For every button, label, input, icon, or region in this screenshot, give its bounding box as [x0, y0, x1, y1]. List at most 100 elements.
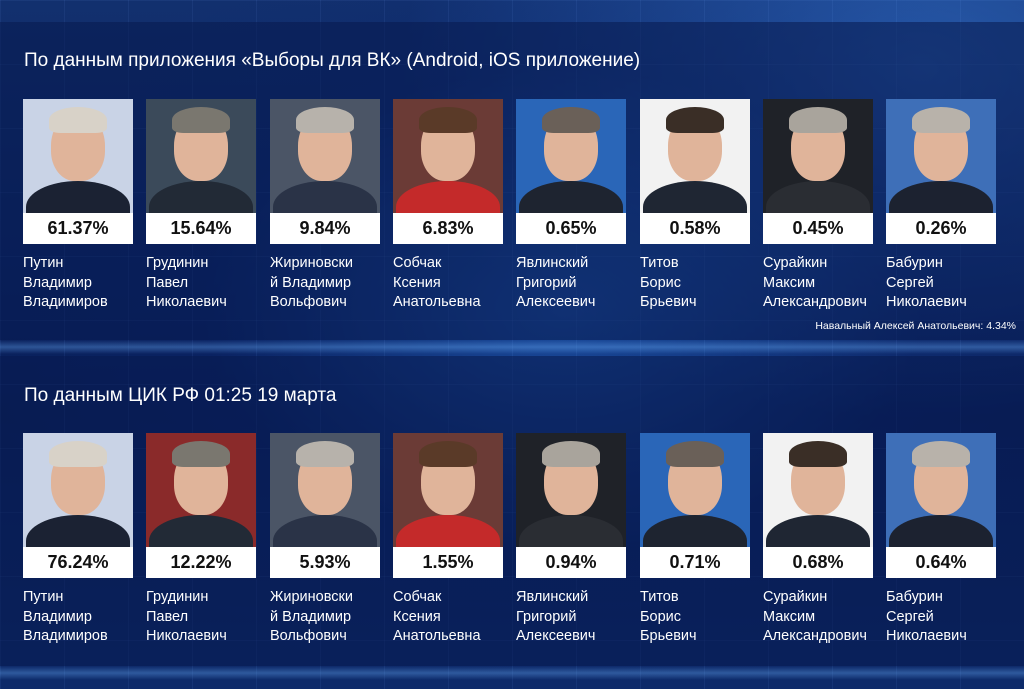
candidate-name-line: Бабурин [886, 589, 943, 605]
candidate-name-line: Владимир [23, 274, 92, 291]
candidate-name-line: Собчак [393, 255, 442, 271]
candidate-percent: 0.65% [516, 213, 626, 244]
candidate-name-line: Григорий [516, 274, 577, 291]
candidate-name-line: Сергей [886, 608, 934, 625]
candidate-percent: 15.64% [146, 213, 256, 244]
candidate-card: 0.68% Сурайкин Максим Александрович [763, 433, 873, 647]
candidate-name: Грудинин Павел Николаевич [146, 254, 266, 313]
candidate-name-line: Титов [640, 589, 679, 605]
candidate-name-line: Ксения [393, 274, 441, 291]
candidate-photo [23, 99, 133, 213]
candidate-hair [49, 441, 107, 467]
candidate-photo [393, 433, 503, 547]
candidate-name: Титов Борис Брьевич [640, 588, 760, 647]
candidate-suit [766, 181, 870, 213]
candidate-name-line: Николаевич [146, 294, 227, 310]
candidate-name-line: Путин [23, 255, 64, 271]
candidate-suit [889, 515, 993, 547]
candidate-card: 61.37% Путин Владимир Владимиров [23, 99, 133, 313]
candidate-name-line: Владимир [23, 608, 92, 625]
candidate-name-line: Ксения [393, 608, 441, 625]
candidate-name-line: Борис [640, 608, 681, 625]
candidate-percent: 0.45% [763, 213, 873, 244]
candidate-suit [643, 515, 747, 547]
candidate-card: 0.45% Сурайкин Максим Александрович [763, 99, 873, 313]
candidate-suit [766, 515, 870, 547]
candidate-name-line: Николаевич [886, 294, 967, 310]
candidate-photo [886, 433, 996, 547]
candidate-hair [542, 441, 600, 467]
candidate-name-line: Максим [763, 608, 816, 625]
candidate-name-line: Максим [763, 274, 816, 291]
candidate-suit [396, 515, 500, 547]
candidate-name-line: Сурайкин [763, 589, 828, 605]
candidate-percent: 6.83% [393, 213, 503, 244]
candidate-name-line: Брьевич [640, 628, 697, 644]
candidate-hair [789, 107, 847, 133]
divider-band-bottom [0, 666, 1024, 680]
candidate-percent: 0.64% [886, 547, 996, 578]
candidate-suit [889, 181, 993, 213]
candidate-suit [149, 515, 253, 547]
candidate-name-line: Явлинский [516, 255, 589, 271]
candidate-percent: 61.37% [23, 213, 133, 244]
candidate-hair [172, 107, 230, 133]
candidate-name-line: Грудинин [146, 589, 209, 605]
candidate-hair [542, 107, 600, 133]
candidate-card: 6.83% Собчак Ксения Анатольевна [393, 99, 503, 313]
candidate-name: Явлинский Григорий Алексеевич [516, 588, 636, 647]
candidate-name: Собчак Ксения Анатольевна [393, 588, 513, 647]
candidate-hair [789, 441, 847, 467]
section-title-app: По данным приложения «Выборы для ВК» (An… [24, 50, 641, 71]
candidate-percent: 0.71% [640, 547, 750, 578]
candidate-name-line: Сергей [886, 274, 934, 291]
candidate-hair [419, 107, 477, 133]
candidate-suit [273, 181, 377, 213]
candidate-name-line: Александрович [763, 628, 867, 644]
candidate-name: Сурайкин Максим Александрович [763, 588, 883, 647]
candidate-photo [146, 433, 256, 547]
candidate-hair [666, 107, 724, 133]
candidate-percent: 76.24% [23, 547, 133, 578]
candidate-name-line: Александрович [763, 294, 867, 310]
candidate-hair [419, 441, 477, 467]
candidate-name-line: Жириновски [270, 255, 353, 271]
candidate-card: 15.64% Грудинин Павел Николаевич [146, 99, 256, 313]
candidate-card: 0.94% Явлинский Григорий Алексеевич [516, 433, 626, 647]
candidate-name-line: Вольфович [270, 628, 347, 644]
candidate-name-line: Вольфович [270, 294, 347, 310]
candidate-photo [270, 99, 380, 213]
candidate-photo [763, 99, 873, 213]
candidate-name: Жириновски й Владимир Вольфович [270, 254, 390, 313]
candidate-name-line: Анатольевна [393, 294, 481, 310]
candidate-name-line: Собчак [393, 589, 442, 605]
candidate-name-line: Григорий [516, 608, 577, 625]
candidate-name-line: Павел [146, 608, 189, 625]
candidate-name-line: Владимиров [23, 628, 108, 644]
candidate-card: 0.64% Бабурин Сергей Николаевич [886, 433, 996, 647]
candidate-name-line: Владимиров [23, 294, 108, 310]
candidate-suit [643, 181, 747, 213]
candidate-card: 12.22% Грудинин Павел Николаевич [146, 433, 256, 647]
candidate-name: Сурайкин Максим Александрович [763, 254, 883, 313]
candidate-name-line: Брьевич [640, 294, 697, 310]
candidate-photo [516, 433, 626, 547]
candidate-card: 1.55% Собчак Ксения Анатольевна [393, 433, 503, 647]
candidate-card: 76.24% Путин Владимир Владимиров [23, 433, 133, 647]
candidate-name-line: Алексеевич [516, 628, 596, 644]
candidate-percent: 5.93% [270, 547, 380, 578]
candidate-name-line: Явлинский [516, 589, 589, 605]
candidate-name: Путин Владимир Владимиров [23, 588, 143, 647]
candidate-name-line: Николаевич [146, 628, 227, 644]
candidate-photo [516, 99, 626, 213]
candidate-name-line: Николаевич [886, 628, 967, 644]
candidate-photo [146, 99, 256, 213]
candidate-card: 5.93% Жириновски й Владимир Вольфович [270, 433, 380, 647]
candidate-name: Путин Владимир Владимиров [23, 254, 143, 313]
candidate-name-line: Анатольевна [393, 628, 481, 644]
candidate-suit [26, 515, 130, 547]
candidate-percent: 0.58% [640, 213, 750, 244]
candidate-hair [296, 441, 354, 467]
candidate-suit [26, 181, 130, 213]
candidate-percent: 12.22% [146, 547, 256, 578]
